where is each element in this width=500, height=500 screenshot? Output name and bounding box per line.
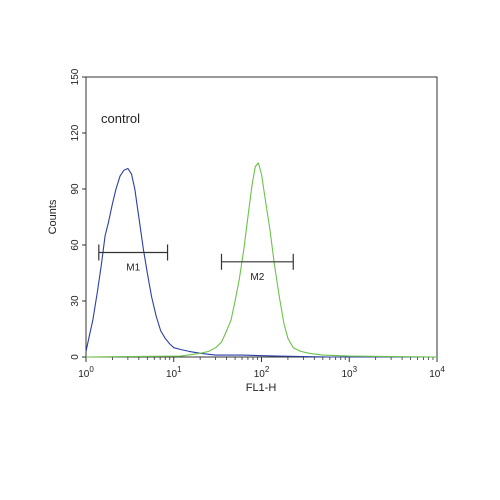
plot-frame <box>85 76 438 358</box>
y-tick-label: 60 <box>70 239 81 251</box>
gate-label: M2 <box>250 272 264 283</box>
marker-layer: M1 M2 <box>98 244 294 283</box>
series-layer <box>85 162 438 358</box>
y-axis: 0 30 60 90 120 150 <box>70 68 86 360</box>
gate-marker-m1: M1 <box>98 244 169 273</box>
histogram-series-2 <box>85 162 438 358</box>
x-tick-label: 100 <box>78 365 94 380</box>
y-tick-label: 0 <box>70 354 81 360</box>
gate-label: M1 <box>126 262 140 273</box>
y-tick-label: 90 <box>70 183 81 195</box>
y-tick-label: 30 <box>70 295 81 307</box>
y-axis-title: Counts <box>47 199 59 234</box>
x-tick-label: 101 <box>166 365 182 380</box>
y-tick-label: 120 <box>70 124 81 141</box>
gate-marker-m2: M2 <box>220 253 294 283</box>
x-axis-title: FL1-H <box>246 382 277 394</box>
annotation-text: control <box>101 111 140 126</box>
x-axis: 100 101 102 103 104 <box>78 357 445 380</box>
x-tick-label: 104 <box>429 365 445 380</box>
x-tick-label: 102 <box>254 365 270 380</box>
x-tick-label: 103 <box>341 365 357 380</box>
y-tick-label: 150 <box>70 68 81 85</box>
